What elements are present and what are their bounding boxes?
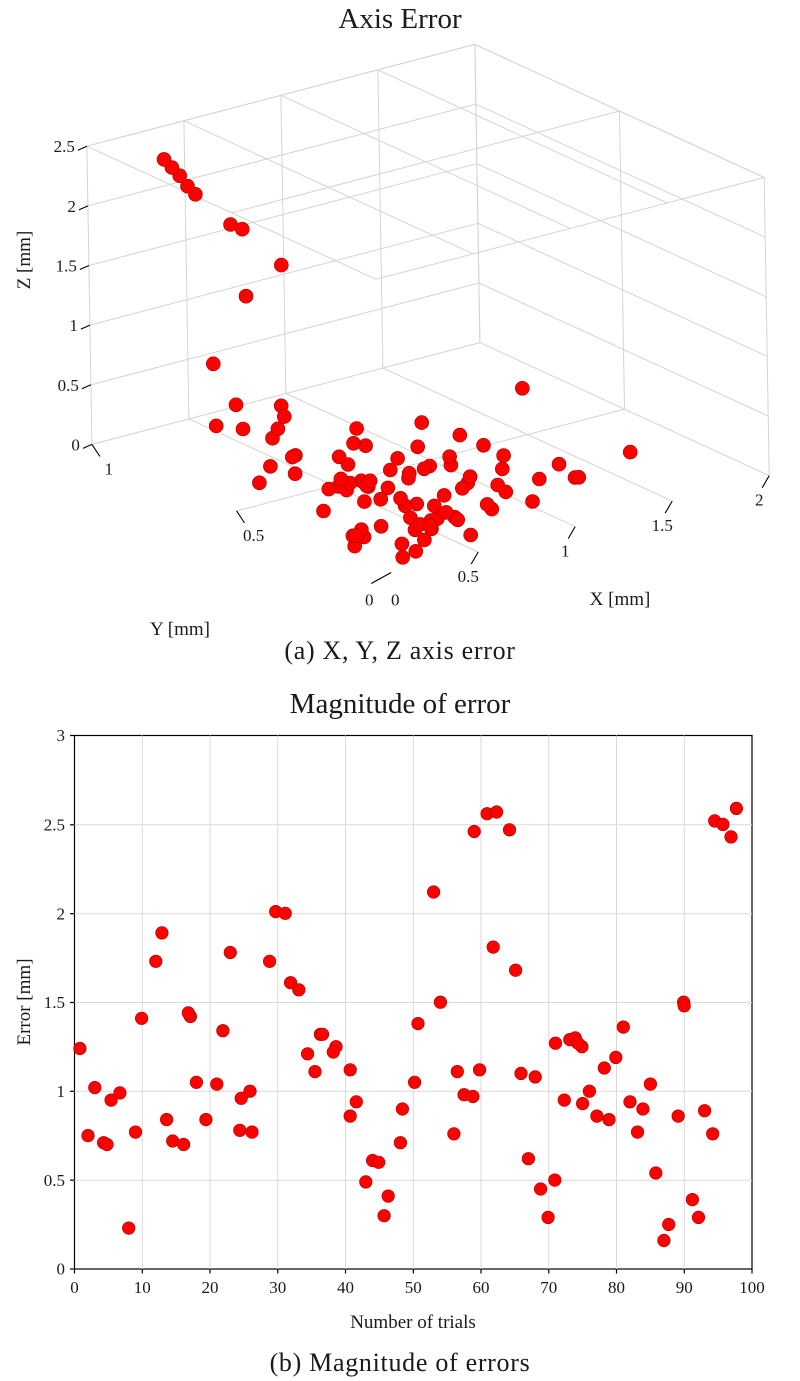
svg-text:Number of trials: Number of trials (350, 1312, 476, 1333)
svg-text:3: 3 (57, 726, 66, 745)
svg-text:50: 50 (405, 1278, 422, 1297)
svg-text:70: 70 (540, 1278, 557, 1297)
svg-text:90: 90 (676, 1278, 693, 1297)
svg-text:20: 20 (202, 1278, 219, 1297)
svg-text:0.5: 0.5 (44, 1171, 65, 1190)
svg-text:30: 30 (269, 1278, 286, 1297)
svg-text:60: 60 (473, 1278, 490, 1297)
svg-text:2: 2 (57, 904, 66, 923)
svg-text:2.5: 2.5 (44, 816, 65, 835)
svg-text:Error [mm]: Error [mm] (14, 958, 35, 1045)
svg-text:1.5: 1.5 (44, 993, 65, 1012)
svg-text:40: 40 (337, 1278, 354, 1297)
svg-text:0: 0 (57, 1260, 66, 1279)
svg-text:80: 80 (608, 1278, 625, 1297)
svg-text:1: 1 (57, 1082, 66, 1101)
svg-text:10: 10 (134, 1278, 151, 1297)
svg-text:100: 100 (739, 1278, 765, 1297)
svg-text:0: 0 (70, 1278, 79, 1297)
